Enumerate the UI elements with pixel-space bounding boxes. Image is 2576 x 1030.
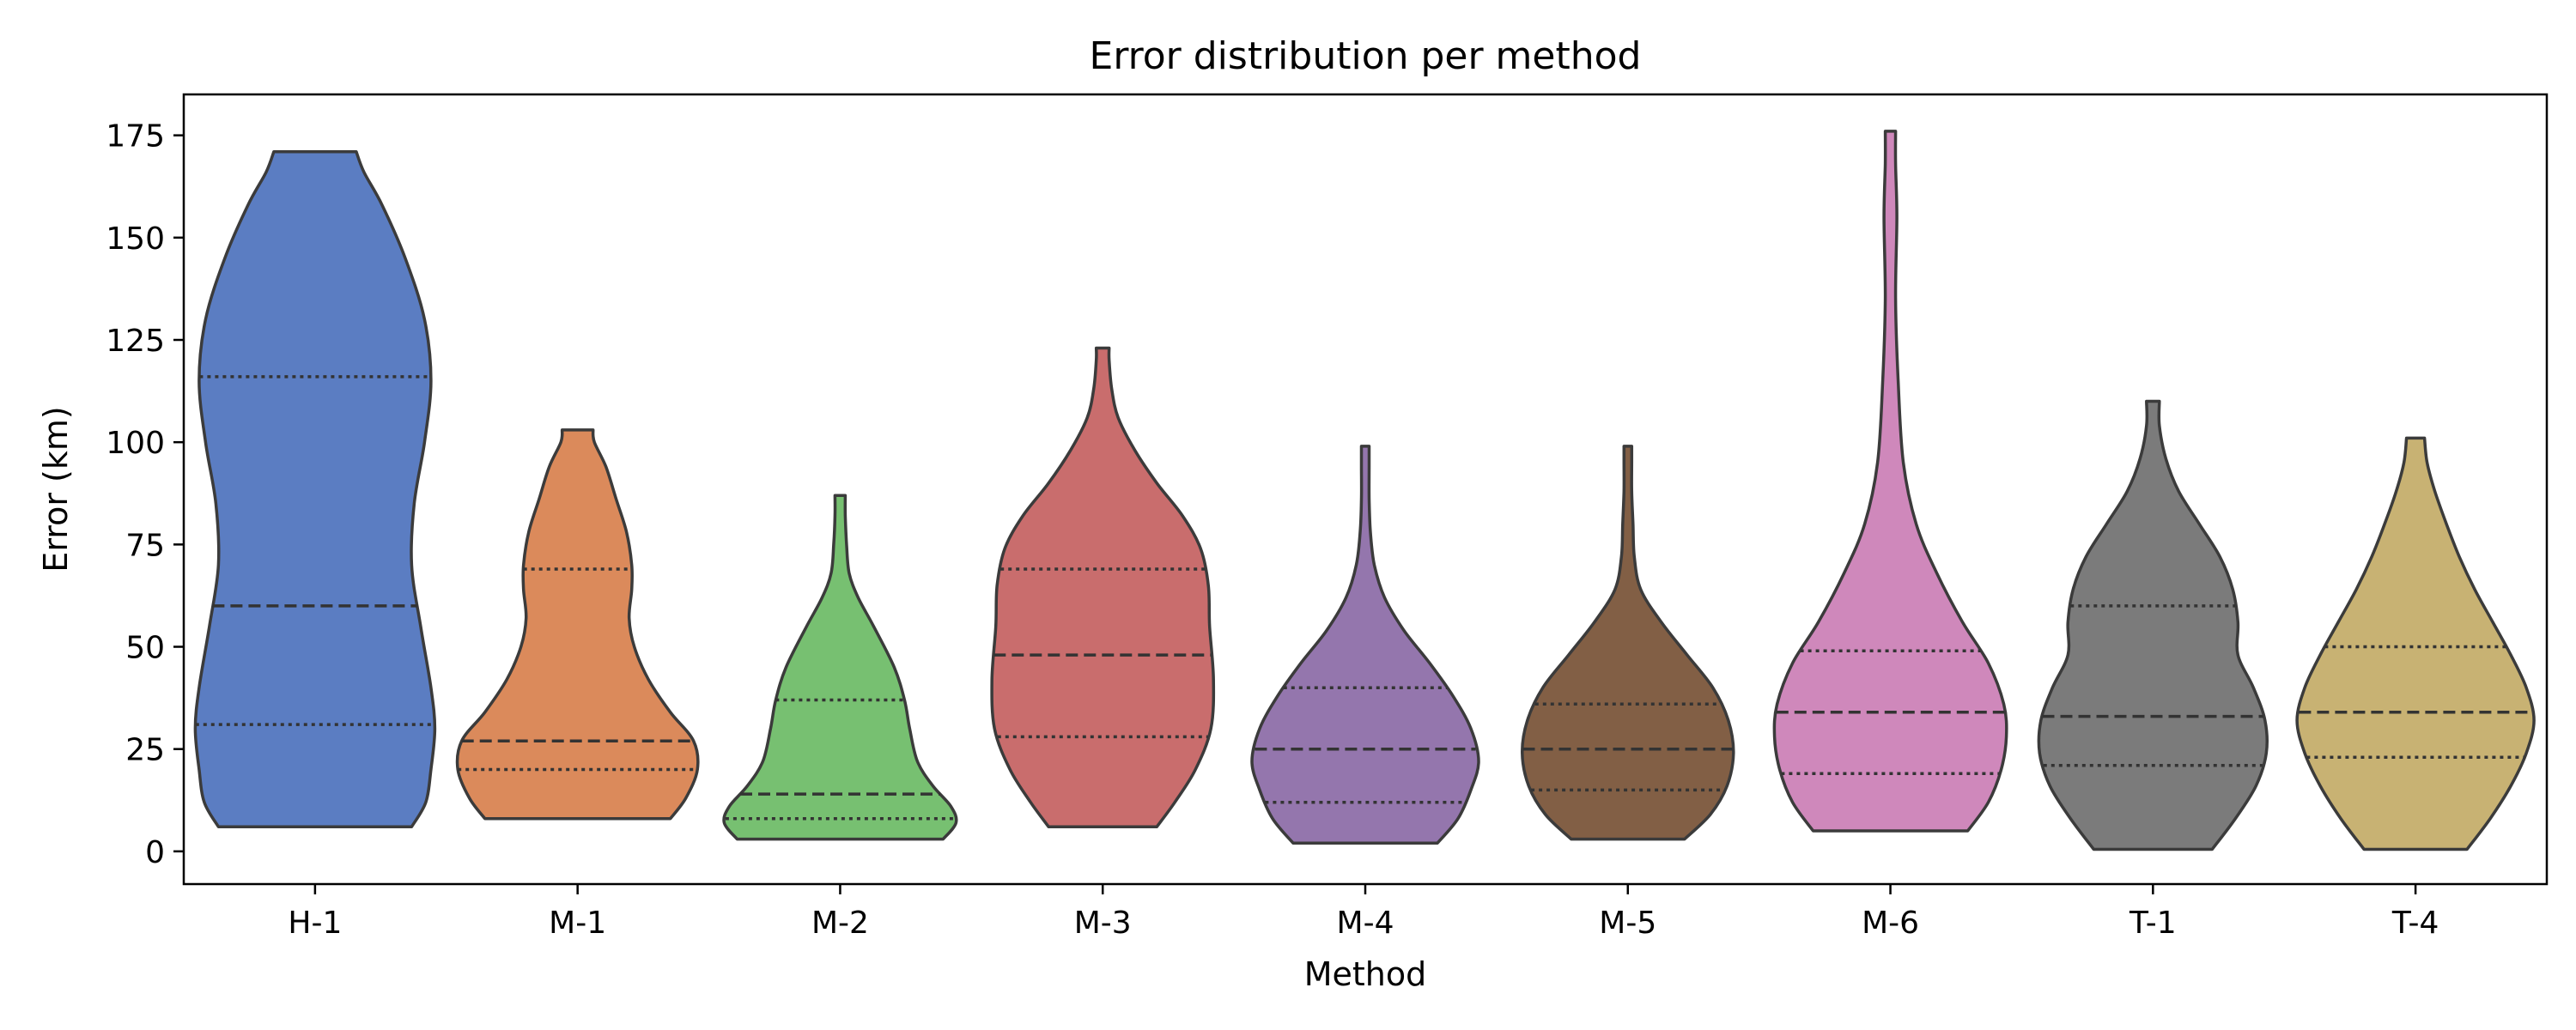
plot-frame xyxy=(182,93,2549,886)
y-axis-ticks: 0 25 50 75 100 125 150 175 xyxy=(106,119,184,870)
x-tick-label: M-2 xyxy=(811,906,869,941)
x-tick-label: M-1 xyxy=(549,906,606,941)
violin-group xyxy=(990,346,1216,829)
y-tick-label: 0 xyxy=(145,835,165,870)
violin-body xyxy=(1521,445,1735,841)
violin-group xyxy=(1521,445,1735,841)
violin-group xyxy=(2295,436,2536,851)
violin-body xyxy=(1250,445,1480,845)
x-tick-label: M-5 xyxy=(1599,906,1656,941)
y-tick-label: 150 xyxy=(106,221,165,257)
violin-group xyxy=(455,428,700,821)
x-axis-ticks: H-1 M-1 M-2 M-3 M-4 M-5 M-6 T-1 T-4 xyxy=(288,884,2439,941)
violin-group xyxy=(193,149,437,829)
x-tick-label: H-1 xyxy=(288,906,342,941)
violin-group xyxy=(1772,130,2008,833)
violin-group xyxy=(722,494,958,841)
x-tick-label: M-3 xyxy=(1074,906,1132,941)
violin-body xyxy=(2295,436,2536,851)
x-tick-label: M-6 xyxy=(1862,906,1919,941)
violin-body xyxy=(1772,130,2008,833)
x-tick-label: T-4 xyxy=(2391,906,2439,941)
chart-title: Error distribution per method xyxy=(1090,34,1642,78)
violins-layer xyxy=(193,130,2536,851)
y-tick-label: 100 xyxy=(106,426,165,461)
y-tick-label: 175 xyxy=(106,119,165,154)
violin-body xyxy=(2037,399,2269,851)
y-axis-label: Error (km) xyxy=(37,406,75,572)
y-tick-label: 75 xyxy=(125,528,165,563)
violin-group xyxy=(2037,399,2269,851)
violin-body xyxy=(455,428,700,821)
y-tick-label: 125 xyxy=(106,324,165,359)
y-tick-label: 50 xyxy=(125,631,165,666)
x-tick-label: T-1 xyxy=(2129,906,2177,941)
violin-body xyxy=(193,149,437,829)
y-tick-label: 25 xyxy=(125,733,165,768)
x-axis-label: Method xyxy=(1304,955,1427,993)
violin-body xyxy=(990,346,1216,829)
violin-group xyxy=(1250,445,1480,845)
x-tick-label: M-4 xyxy=(1337,906,1394,941)
violin-body xyxy=(722,494,958,841)
